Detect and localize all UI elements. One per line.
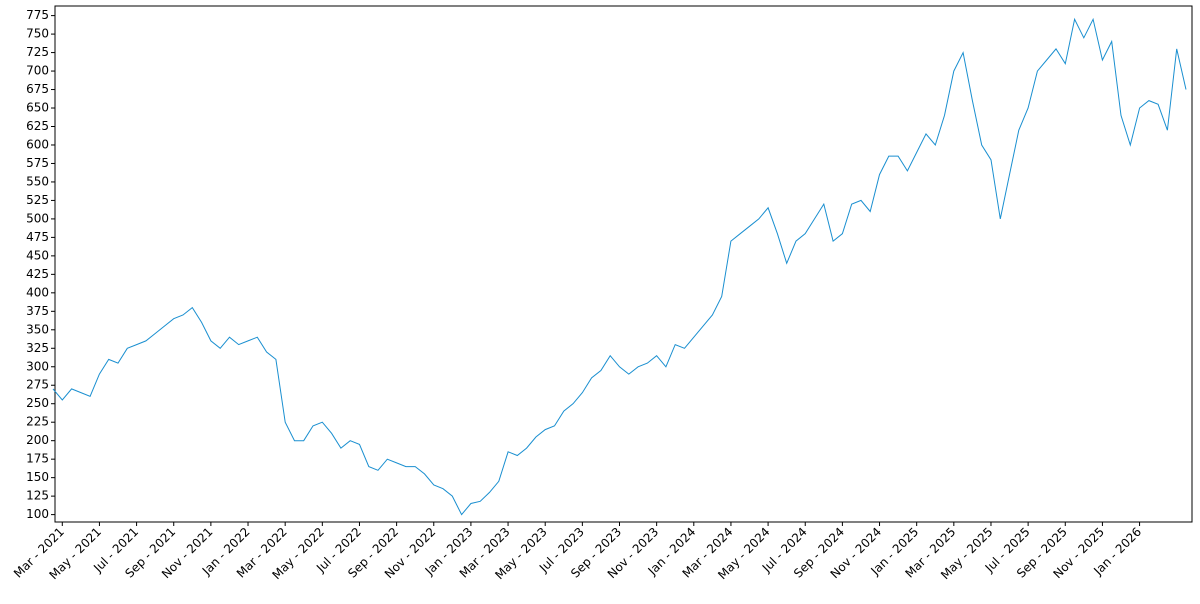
y-tick-label: 425 [26, 267, 49, 281]
y-tick-label: 575 [26, 156, 49, 170]
y-tick-label: 175 [26, 452, 49, 466]
y-tick-label: 200 [26, 433, 49, 447]
y-tick-label: 450 [26, 248, 49, 262]
y-tick-label: 600 [26, 137, 49, 151]
y-tick-label: 150 [26, 470, 49, 484]
plot-frame [54, 5, 1193, 523]
y-tick-label: 250 [26, 396, 49, 410]
y-tick-label: 725 [26, 45, 49, 59]
line-series [52, 17, 1187, 516]
y-tick-label: 650 [26, 101, 49, 115]
y-tick-label: 275 [26, 378, 49, 392]
y-tick-label: 300 [26, 359, 49, 373]
y-tick-label: 125 [26, 489, 49, 503]
y-tick-label: 550 [26, 174, 49, 188]
y-tick-label: 625 [26, 119, 49, 133]
y-tick-label: 775 [26, 8, 49, 22]
y-tick-label: 400 [26, 285, 49, 299]
y-tick-label: 525 [26, 193, 49, 207]
y-tick-label: 225 [26, 415, 49, 429]
y-tick-label: 475 [26, 230, 49, 244]
y-tick-label: 100 [26, 507, 49, 521]
y-tick-label: 700 [26, 64, 49, 78]
y-tick-label: 350 [26, 322, 49, 336]
y-tick-label: 375 [26, 304, 49, 318]
y-tick-label: 750 [26, 27, 49, 41]
y-tick-label: 500 [26, 211, 49, 225]
y-tick-label: 675 [26, 82, 49, 96]
y-tick-label: 325 [26, 341, 49, 355]
